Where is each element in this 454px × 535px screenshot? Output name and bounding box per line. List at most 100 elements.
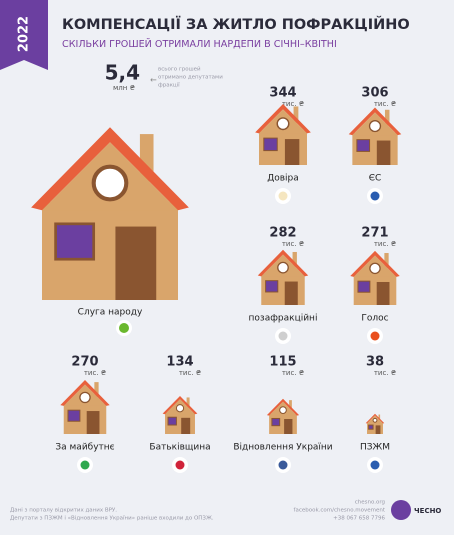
- party-name: За майбутнє: [55, 443, 114, 453]
- chimney: [293, 106, 299, 124]
- window: [263, 137, 278, 152]
- chimney: [292, 251, 297, 268]
- round-window: [276, 117, 290, 131]
- roof: [348, 107, 402, 136]
- window: [167, 416, 177, 426]
- roof: [365, 413, 385, 424]
- value: 270: [71, 355, 98, 370]
- party-name: ЄС: [369, 174, 382, 184]
- chimney: [378, 414, 381, 421]
- house: [266, 398, 300, 434]
- round-window: [279, 406, 287, 414]
- door: [284, 139, 300, 165]
- door: [115, 226, 157, 300]
- party-icon: [278, 191, 288, 201]
- unit: тис. ₴: [179, 369, 202, 377]
- unit: тис. ₴: [374, 240, 397, 248]
- footer-note: Депутати з ПЗЖМ і «Відновлення України» …: [10, 516, 214, 522]
- chimney: [289, 400, 292, 410]
- door: [284, 281, 298, 305]
- roof: [257, 249, 309, 277]
- subtitle: СКІЛЬКИ ГРОШЕЙ ОТРИМАЛИ НАРДЕПИ В СІЧНІ–…: [62, 37, 337, 50]
- roof: [266, 398, 300, 416]
- party-icon: [278, 331, 288, 341]
- party-icon: [370, 460, 380, 470]
- value: 115: [269, 355, 296, 370]
- main-value: 5,4: [105, 61, 140, 85]
- party-name: ПЗЖМ: [360, 443, 390, 453]
- chimney: [186, 397, 190, 408]
- door: [376, 140, 391, 165]
- roof: [255, 104, 311, 134]
- logo-mark: [391, 500, 411, 520]
- party-name: Батьківщина: [149, 443, 210, 453]
- unit: тис. ₴: [374, 369, 397, 377]
- wall: [367, 422, 383, 434]
- value: 306: [361, 86, 388, 101]
- year: 2022: [17, 16, 32, 52]
- chimney: [94, 382, 99, 398]
- round-window: [79, 391, 91, 404]
- door: [376, 281, 390, 305]
- value: 38: [366, 355, 384, 370]
- unit: тис. ₴: [282, 100, 305, 108]
- party-icon: [370, 331, 380, 341]
- door: [86, 411, 100, 434]
- round-window: [277, 261, 289, 274]
- party-name: Голос: [361, 314, 388, 324]
- value: 134: [166, 355, 193, 370]
- round-window: [91, 164, 129, 202]
- roof: [31, 127, 189, 211]
- door: [284, 419, 293, 434]
- value: 271: [361, 226, 388, 241]
- house: [255, 104, 311, 165]
- party-icon: [119, 323, 129, 333]
- party-icon: [175, 460, 185, 470]
- roof: [162, 395, 198, 415]
- window: [356, 139, 371, 152]
- party-icon: [278, 460, 288, 470]
- main-name: Слуга народу: [78, 308, 143, 318]
- title: КОМПЕНСАЦІЇ ЗА ЖИТЛО ПОФРАКЦІЙНО: [62, 16, 410, 33]
- contact: chesno.org: [355, 500, 385, 506]
- main-unit: млн ₴: [113, 84, 136, 92]
- round-window: [175, 404, 185, 413]
- door: [375, 425, 381, 434]
- unit: тис. ₴: [84, 369, 107, 377]
- roof: [60, 379, 110, 406]
- party-name: позафракційні: [249, 314, 318, 324]
- round-window: [368, 119, 382, 133]
- window: [271, 417, 281, 427]
- party-icon: [370, 191, 380, 201]
- value: 344: [269, 86, 296, 101]
- house: [350, 250, 400, 305]
- window: [265, 280, 279, 293]
- value: 282: [269, 226, 296, 241]
- unit: тис. ₴: [374, 100, 397, 108]
- house: [31, 127, 189, 300]
- party-icon: [80, 460, 90, 470]
- window: [368, 424, 374, 430]
- unit: тис. ₴: [282, 240, 305, 248]
- window: [357, 280, 371, 293]
- contact: +38 067 658 7796: [333, 516, 385, 522]
- window: [67, 409, 81, 422]
- door: [181, 417, 191, 434]
- unit: тис. ₴: [282, 369, 305, 377]
- contact: facebook.com/chesno.movement: [294, 508, 386, 514]
- round-window: [369, 262, 381, 275]
- chimney: [384, 109, 390, 126]
- window: [54, 222, 96, 261]
- arrow: ←: [150, 76, 157, 85]
- logo: ЧЕСНО: [414, 507, 441, 515]
- house: [60, 379, 110, 434]
- chimney: [384, 253, 389, 268]
- round-window: [372, 417, 378, 423]
- party-name: Відновлення України: [233, 443, 332, 453]
- house: [348, 107, 402, 165]
- party-name: Довіра: [267, 174, 299, 184]
- main-note: фракції: [158, 83, 180, 89]
- footer-note: Дані з порталу відкритих даних ВРУ.: [10, 508, 117, 514]
- house: [365, 413, 385, 434]
